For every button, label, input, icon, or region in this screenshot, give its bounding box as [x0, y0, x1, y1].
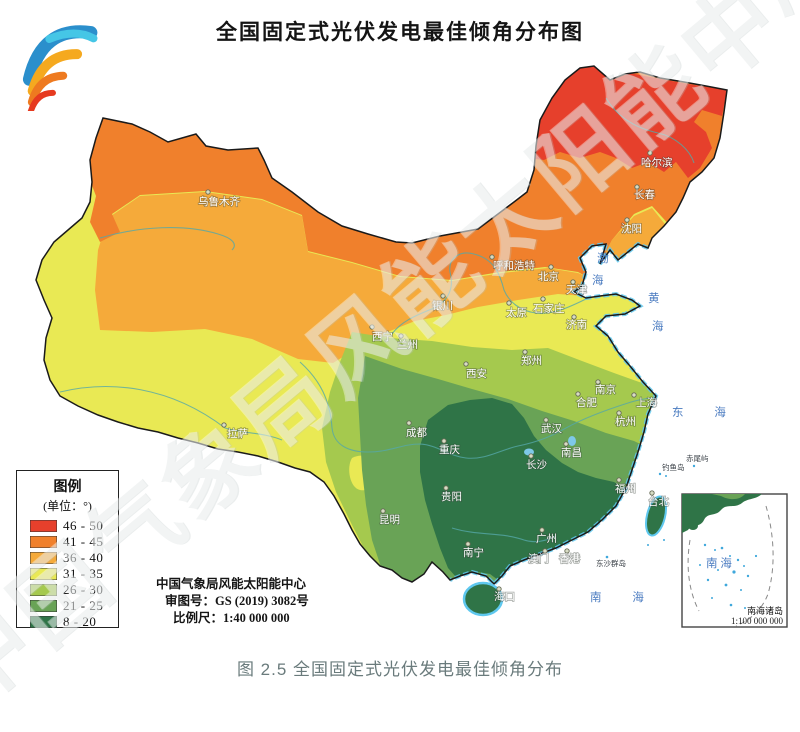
zone-46-50 [527, 66, 727, 178]
svg-text:上海: 上海 [636, 396, 657, 409]
svg-text:合肥: 合肥 [576, 396, 597, 409]
svg-text:海: 海 [592, 273, 604, 287]
svg-text:西安: 西安 [466, 367, 487, 380]
island-label-dongsha: 东沙群岛 [596, 558, 626, 568]
svg-text:海口: 海口 [494, 590, 515, 603]
svg-text:兰州: 兰州 [397, 338, 418, 351]
svg-text:澳门: 澳门 [528, 552, 549, 565]
city-markers [205, 150, 655, 592]
island-label-chiweiyu: 赤尾屿 [686, 454, 709, 463]
source-org: 中国气象局风能太阳能中心 [156, 577, 307, 591]
svg-text:黄: 黄 [648, 291, 660, 305]
svg-text:重庆: 重庆 [439, 443, 460, 456]
legend-item: 21 - 25 [17, 598, 118, 614]
svg-text:呼和浩特: 呼和浩特 [493, 260, 535, 272]
cma-logo-icon [22, 25, 98, 111]
hainan-island [462, 581, 504, 617]
source-scale: 比例尺：1:40 000 000 [173, 611, 290, 625]
legend-swatch [30, 552, 57, 564]
svg-text:台北: 台北 [648, 495, 669, 508]
svg-text:东 海: 东 海 [672, 405, 740, 419]
svg-text:北京: 北京 [538, 270, 559, 283]
china-tilt-map: 钓鱼岛 赤尾屿 东沙群岛 渤 海 黄 海 东 海 南 海 乌鲁木齐 哈尔滨 长春… [35, 65, 788, 628]
inset-land-green [712, 494, 745, 500]
svg-text:沈阳: 沈阳 [621, 222, 642, 235]
legend-item: 31 - 35 [17, 566, 118, 582]
svg-text:杭州: 杭州 [615, 415, 636, 428]
legend-swatch [30, 600, 57, 612]
svg-text:南京: 南京 [595, 383, 616, 396]
legend-swatch [30, 520, 57, 532]
legend-item: 26 - 30 [17, 582, 118, 598]
legend-swatch [30, 584, 57, 596]
svg-text:武汉: 武汉 [541, 422, 562, 435]
svg-text:长春: 长春 [634, 189, 655, 201]
svg-text:郑州: 郑州 [521, 354, 542, 367]
map-title: 全国固定式光伏发电最佳倾角分布图 [216, 21, 584, 44]
svg-text:福州: 福州 [615, 482, 636, 495]
inset-name: 南海诸岛 [747, 605, 783, 616]
city-labels: 乌鲁木齐 哈尔滨 长春 沈阳 呼和浩特 北京 天津 石家庄 太原 济南 银川 西… [197, 155, 673, 604]
zone-8-20 [420, 398, 628, 580]
legend-item: 46 - 50 [17, 518, 118, 534]
legend-title: 图例 [53, 480, 82, 495]
rivers [59, 97, 695, 543]
svg-text:济南: 济南 [566, 318, 587, 331]
offshore-islands [605, 464, 696, 559]
svg-text:香港: 香港 [559, 553, 580, 565]
map-source-info: 中国气象局风能太阳能中心 审图号：GS (2019) 3082号 比例尺：1:4… [156, 576, 309, 627]
legend-swatch [30, 616, 57, 628]
inset-scale: 1:100 000 000 [731, 616, 784, 626]
figure-caption: 图 2.5 全国固定式光伏发电最佳倾角分布 [236, 660, 564, 679]
svg-text:天津: 天津 [566, 284, 587, 296]
svg-text:广州: 广州 [536, 533, 557, 545]
svg-text:南宁: 南宁 [463, 546, 484, 559]
sea-labels: 渤 海 黄 海 东 海 南 海 [590, 252, 740, 604]
legend-item: 8 - 20 [17, 614, 118, 630]
legend-item: 36 - 40 [17, 550, 118, 566]
zone-46-50-spot [703, 204, 709, 210]
svg-text:哈尔滨: 哈尔滨 [641, 156, 673, 169]
svg-text:太原: 太原 [506, 306, 527, 319]
legend-unit: (单位：°) [43, 499, 92, 513]
island-label-diaoyudao: 钓鱼岛 [662, 462, 685, 472]
legend-swatch [30, 536, 57, 548]
svg-text:乌鲁木齐: 乌鲁木齐 [198, 195, 240, 208]
svg-text:海: 海 [652, 319, 664, 333]
source-approval-number: 审图号：GS (2019) 3082号 [165, 594, 309, 608]
svg-text:渤: 渤 [597, 252, 609, 265]
legend-swatch [30, 568, 57, 580]
svg-text:银川: 银川 [432, 299, 453, 312]
svg-text:石家庄: 石家庄 [533, 302, 565, 315]
svg-text:长沙: 长沙 [526, 459, 547, 471]
svg-text:拉萨: 拉萨 [227, 427, 248, 440]
svg-text:贵阳: 贵阳 [441, 490, 462, 503]
svg-text:成都: 成都 [406, 427, 427, 439]
legend-item: 41 - 45 [17, 534, 118, 550]
svg-text:南昌: 南昌 [561, 446, 582, 459]
taiwan-island [645, 495, 667, 537]
svg-text:南 海: 南 海 [706, 556, 732, 570]
legend: 图例 (单位：°) 46 - 50 41 - 45 36 - 40 31 - 3… [16, 470, 119, 630]
svg-text:西宁: 西宁 [372, 330, 393, 343]
inset-land [682, 494, 762, 533]
svg-text:昆明: 昆明 [379, 514, 400, 526]
svg-text:南 海: 南 海 [590, 590, 658, 604]
nanhai-inset: 南 海 南海诸岛 1:100 000 000 [681, 493, 788, 628]
